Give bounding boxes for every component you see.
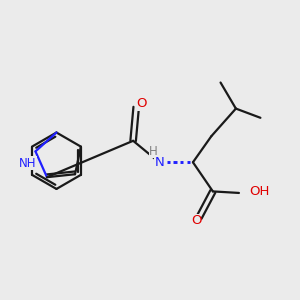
Text: NH: NH (19, 157, 37, 169)
Text: OH: OH (249, 185, 269, 198)
Text: O: O (136, 98, 146, 110)
Text: O: O (191, 214, 201, 227)
Text: N: N (154, 156, 164, 169)
Text: H: H (149, 145, 158, 158)
